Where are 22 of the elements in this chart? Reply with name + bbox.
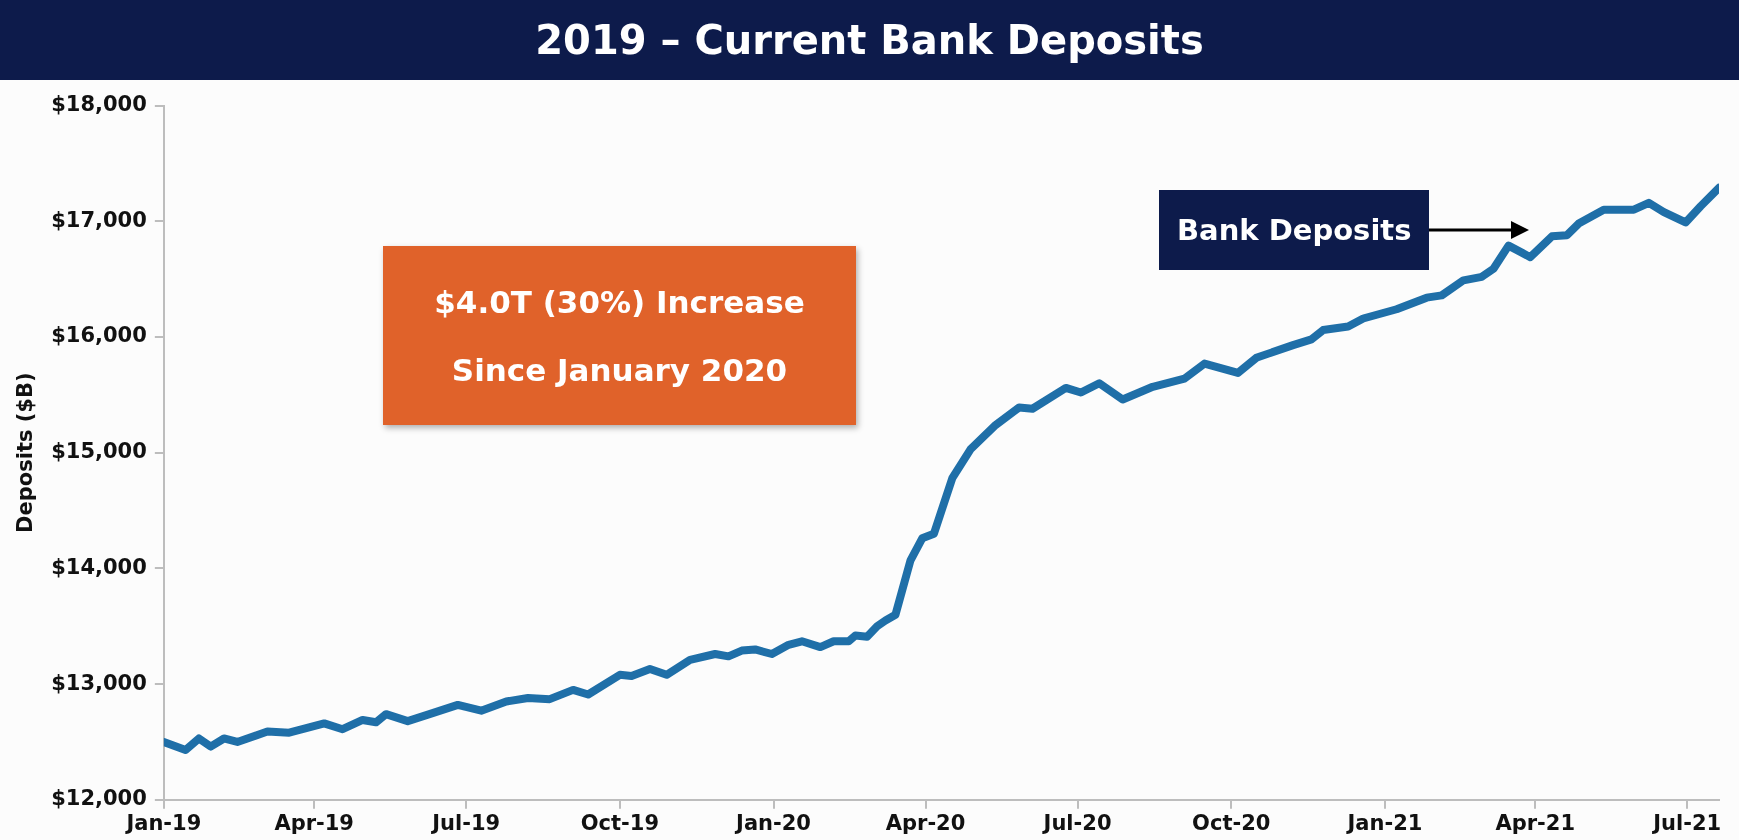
callout-box: $4.0T (30%) Increase Since January 2020 xyxy=(383,246,856,425)
y-tick-label: $16,000 xyxy=(51,323,147,348)
x-tick-label: Oct-19 xyxy=(580,810,660,835)
x-tick-label: Jan-21 xyxy=(1345,810,1423,835)
x-tick-label: Apr-20 xyxy=(885,810,966,835)
y-tick-label: $13,000 xyxy=(51,670,147,695)
chart-title: 2019 – Current Bank Deposits xyxy=(0,0,1739,80)
y-tick-label: $15,000 xyxy=(51,439,147,464)
x-tick-label: Apr-19 xyxy=(274,810,354,835)
y-axis-title: Deposits ($B) xyxy=(13,372,38,533)
x-tick-label: Jan-20 xyxy=(734,810,811,835)
y-tick-label: $17,000 xyxy=(51,207,147,232)
y-tick-label: $18,000 xyxy=(51,92,147,117)
x-tick-label: Apr-21 xyxy=(1495,810,1576,835)
x-tick-label: Jan-19 xyxy=(124,810,202,835)
x-tick-label: Jul-20 xyxy=(1041,810,1112,835)
x-tick-label: Jul-21 xyxy=(1651,810,1722,835)
y-tick-label: $12,000 xyxy=(51,786,147,811)
y-tick-label: $14,000 xyxy=(51,554,147,579)
series-label: Bank Deposits xyxy=(1159,190,1430,270)
x-tick-label: Jul-19 xyxy=(430,810,501,835)
x-tick-label: Oct-20 xyxy=(1192,810,1271,835)
